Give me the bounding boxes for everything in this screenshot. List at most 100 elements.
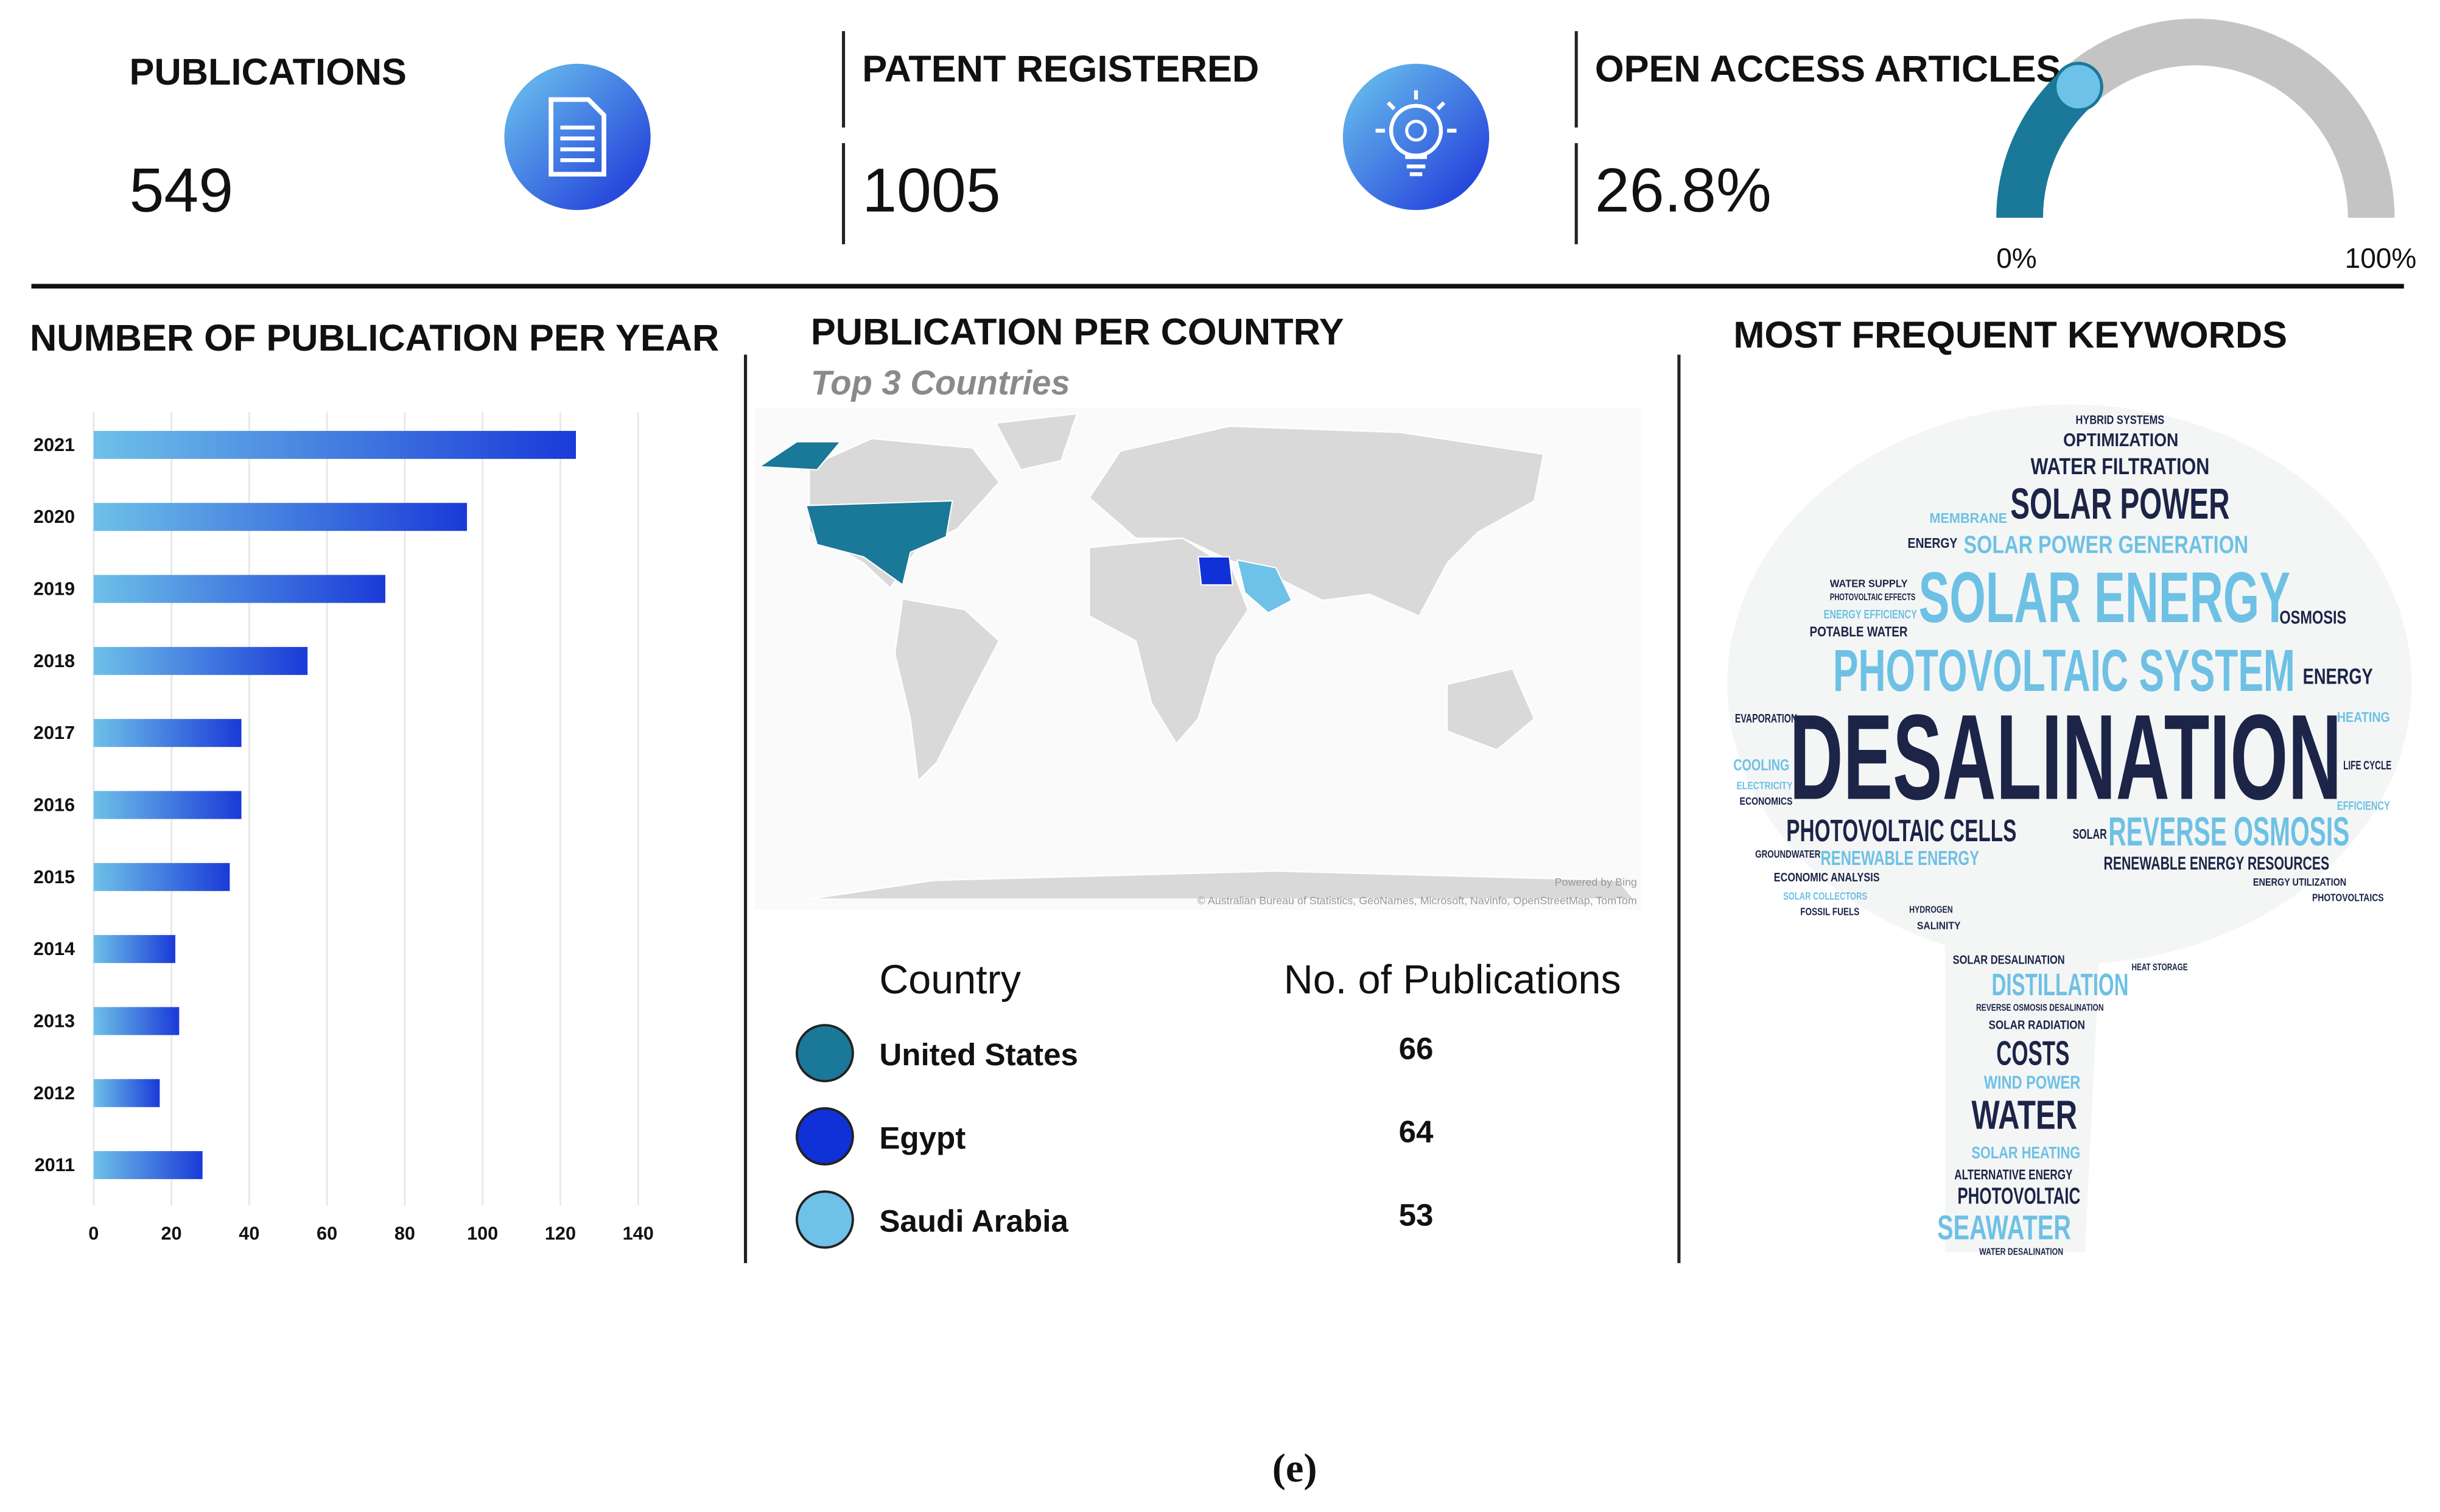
legend-dot (795, 1190, 854, 1249)
keyword: WATER (1971, 1093, 2077, 1138)
bar (93, 791, 242, 819)
keyword: ALTERNATIVE ENERGY (1954, 1166, 2072, 1182)
keyword: SEAWATER (1937, 1208, 2071, 1247)
keyword: PHOTOVOLTAICS (2312, 892, 2384, 904)
keyword: OSMOSIS (2279, 607, 2346, 628)
y-tick-label: 2013 (33, 1010, 75, 1031)
highlighted-countries (757, 441, 1292, 614)
y-tick-label: 2012 (33, 1083, 75, 1104)
keyword: ELECTRICITY (1736, 780, 1792, 792)
keyword: WIND POWER (1984, 1073, 2080, 1093)
x-tick-label: 100 (467, 1223, 498, 1244)
bar (93, 430, 576, 459)
kpi-label: PATENT REGISTERED (862, 47, 1259, 89)
section-title: PUBLICATION PER COUNTRY (811, 310, 1344, 352)
country-shape (757, 441, 842, 471)
keyword: RENEWABLE ENERGY RESOURCES (2104, 853, 2330, 873)
keyword: PHOTOVOLTAIC EFFECTS (1830, 592, 1916, 603)
x-tick-label: 20 (161, 1223, 182, 1244)
keyword: WATER FILTRATION (2030, 453, 2209, 480)
section-title: MOST FREQUENT KEYWORDS (1733, 313, 2287, 355)
chart-title: NUMBER OF PUBLICATION PER YEAR (30, 317, 719, 359)
keyword: REVERSE OSMOSIS DESALINATION (1976, 1003, 2104, 1013)
y-tick-label: 2021 (33, 435, 75, 455)
publication-count: 53 (1399, 1197, 1434, 1232)
y-tick-label: 2015 (33, 867, 75, 887)
keyword: SOLAR (2072, 826, 2106, 842)
map-credit: Powered by Bing (1555, 876, 1637, 888)
keyword: HYBRID SYSTEMS (2076, 413, 2165, 427)
keyword: SOLAR HEATING (1971, 1143, 2080, 1162)
keyword: GROUNDWATER (1755, 848, 1820, 860)
table-header: Country (879, 957, 1021, 1003)
y-tick-label: 2011 (35, 1155, 75, 1175)
kpi-label: PUBLICATIONS (130, 51, 407, 93)
publication-count: 66 (1399, 1031, 1434, 1066)
section-subtitle: Top 3 Countries (811, 363, 1070, 402)
publication-count: 64 (1399, 1115, 1434, 1149)
country-name: Saudi Arabia (879, 1204, 1068, 1239)
keyword: COSTS (1996, 1034, 2069, 1073)
keyword: COOLING (1733, 757, 1789, 774)
legend-dot (795, 1107, 854, 1166)
map-credit: © Australian Bureau of Statistics, GeoNa… (1197, 895, 1637, 907)
y-tick-label: 2019 (33, 579, 75, 600)
keyword: PHOTOVOLTAIC CELLS (1786, 813, 2016, 848)
y-tick-label: 2017 (33, 723, 75, 743)
y-tick-label: 2014 (33, 939, 75, 959)
keyword: ENERGY EFFICIENCY (1824, 607, 1918, 621)
kpi-value: 26.8% (1595, 155, 1772, 225)
y-tick-label: 2018 (33, 651, 75, 671)
country-shape (1236, 559, 1292, 614)
keyword: REVERSE OSMOSIS (2108, 810, 2349, 855)
country-shape (1197, 556, 1233, 586)
keyword: FOSSIL FUELS (1800, 906, 1859, 918)
lightbulb-icon (1342, 63, 1490, 211)
y-tick-label: 2016 (33, 795, 75, 816)
tree-silhouette (1727, 404, 2412, 1253)
keyword: SOLAR POWER (2010, 480, 2229, 528)
keyword: SOLAR POWER GENERATION (1964, 530, 2249, 558)
bar (93, 863, 230, 891)
keyword: HEATING (2337, 709, 2390, 725)
world-map (754, 407, 1642, 910)
x-tick-label: 140 (623, 1223, 654, 1244)
country-name: Egypt (879, 1121, 966, 1155)
keyword: ENERGY UTILIZATION (2253, 876, 2346, 888)
keyword: POTABLE WATER (1810, 624, 1908, 640)
gauge-max-label: 100% (2345, 242, 2417, 274)
bar (93, 1007, 180, 1035)
keyword: ECONOMICS (1740, 795, 1793, 807)
document-icon (504, 63, 651, 211)
keyword: SOLAR RADIATION (1988, 1018, 2084, 1032)
kpi-value: 1005 (862, 155, 1000, 225)
keyword: ENERGY (1908, 535, 1958, 551)
bar (93, 1079, 160, 1107)
gauge-min-label: 0% (1996, 242, 2036, 274)
keyword: PHOTOVOLTAIC SYSTEM (1833, 637, 2295, 704)
keyword: ENERGY (2303, 665, 2373, 689)
caption: (e) (1272, 1446, 1317, 1491)
keyword: PHOTOVOLTAIC (1957, 1183, 2080, 1209)
keyword: SALINITY (1917, 920, 1961, 932)
x-tick-label: 80 (394, 1223, 415, 1244)
keyword: EFFICIENCY (2337, 799, 2390, 813)
bar (93, 719, 242, 747)
bar (93, 1151, 203, 1180)
legend-dot (795, 1024, 854, 1083)
x-tick-label: 40 (239, 1223, 259, 1244)
keyword: SOLAR ENERGY (1918, 558, 2290, 637)
keyword: SOLAR DESALINATION (1953, 953, 2065, 967)
kpi-label: OPEN ACCESS ARTICLES (1595, 47, 2061, 89)
bar (93, 935, 175, 964)
keyword: HEAT STORAGE (2132, 962, 2188, 973)
keyword: LIFE CYCLE (2343, 758, 2391, 772)
keyword: DESALINATION (1789, 690, 2341, 825)
keyword: HYDROGEN (1909, 905, 1953, 915)
table-header: No. of Publications (1284, 957, 1621, 1003)
y-tick-label: 2020 (33, 506, 75, 527)
bar (93, 646, 308, 675)
